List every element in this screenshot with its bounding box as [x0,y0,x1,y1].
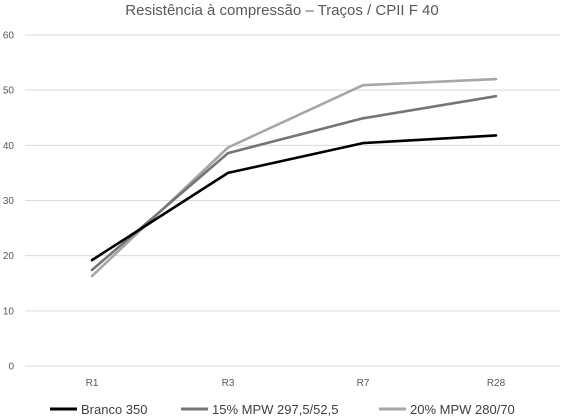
y-tick-label: 20 [3,251,15,262]
legend-label: 15% MPW 297,5/52,5 [212,402,338,417]
x-tick-label: R7 [357,378,370,389]
y-tick-label: 30 [3,196,15,207]
y-tick-label: 60 [3,31,15,42]
series-line [90,134,498,262]
y-tick-label: 50 [3,86,15,97]
x-tick-label: R28 [487,378,506,389]
y-axis-tick-labels: 0 10 20 30 40 50 60 [3,31,15,373]
chart-title: Resistência à compressão – Traços / CPII… [125,2,438,19]
legend-label: Branco 350 [81,402,148,417]
legend: Branco 350 15% MPW 297,5/52,5 20% MPW 280/… [50,402,515,417]
series-lines [90,77,498,278]
y-tick-label: 0 [8,362,14,373]
x-tick-label: R1 [86,378,99,389]
x-axis-tick-labels: R1 R3 R7 R28 [86,378,506,389]
x-tick-label: R3 [222,378,235,389]
y-tick-label: 40 [3,141,15,152]
legend-label: 20% MPW 280/70 [410,402,515,417]
series-line [90,94,498,272]
series-line [90,77,498,278]
gridlines [25,34,560,367]
y-tick-label: 10 [3,306,15,317]
